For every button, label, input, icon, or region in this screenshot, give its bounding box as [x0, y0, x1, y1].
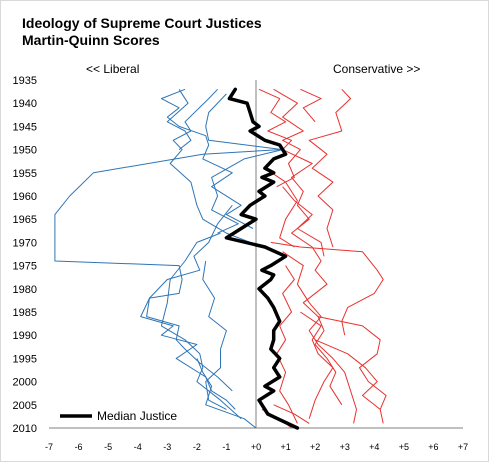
- legend-box: [54, 405, 194, 425]
- conservative-justice-line: [273, 404, 310, 424]
- y-tick-label: 1980: [13, 284, 37, 296]
- y-tick-label: 1995: [13, 353, 37, 365]
- y-tick-label: 1985: [13, 307, 37, 319]
- y-tick-label: 1950: [13, 145, 37, 157]
- y-tick-label: 1970: [13, 237, 37, 249]
- x-tick-label: +6: [428, 442, 438, 452]
- y-tick-label: 1990: [13, 330, 37, 342]
- y-tick-label: 2010: [13, 423, 37, 435]
- y-tick-label: 2000: [13, 377, 37, 389]
- y-tick-label: 1940: [13, 98, 37, 110]
- x-tick-label: -5: [104, 442, 112, 452]
- y-tick-label: 1945: [13, 121, 37, 133]
- x-tick-label: +7: [458, 442, 468, 452]
- legend-median-label: Median Justice: [97, 409, 177, 423]
- median-justice-line: [224, 87, 300, 430]
- x-tick-label: -3: [163, 442, 171, 452]
- x-tick-label: +4: [369, 442, 379, 452]
- conservative-justice-line: [282, 186, 325, 257]
- x-tick-label: -1: [222, 442, 230, 452]
- conservative-justice-line: [273, 88, 304, 188]
- conservative-justice-line: [264, 167, 298, 248]
- liberal-side-label: << Liberal: [86, 62, 140, 76]
- x-tick-label: +1: [280, 442, 290, 452]
- conservative-justice-line: [308, 88, 352, 248]
- conservative-justice-line: [300, 311, 334, 419]
- x-tick-label: +3: [340, 442, 350, 452]
- liberal-justice-line: [169, 88, 251, 243]
- conservative-justice-line: [314, 339, 381, 410]
- x-tick-label: -7: [45, 442, 53, 452]
- y-tick-label: 1955: [13, 168, 37, 180]
- x-tick-label: -6: [75, 442, 83, 452]
- chart-title: Ideology of Supreme Court Justices: [22, 15, 262, 31]
- conservative-side-label: Conservative >>: [333, 62, 421, 76]
- x-tick-label: +2: [310, 442, 320, 452]
- liberal-justice-line: [205, 93, 284, 234]
- conservative-justice-line: [258, 88, 292, 150]
- liberal-justice-line: [54, 149, 280, 392]
- conservative-justice-line: [270, 241, 384, 336]
- x-tick-label: +5: [399, 442, 409, 452]
- y-tick-label: 1935: [13, 75, 37, 87]
- liberal-justice-line: [196, 358, 257, 429]
- liberal-justice-line: [202, 260, 227, 410]
- conservative-justice-line: [282, 149, 343, 406]
- conservative-justice-line: [276, 265, 298, 424]
- chart-title-block: Ideology of Supreme Court Justices Marti…: [22, 15, 262, 49]
- conservative-justice-line: [317, 316, 387, 424]
- y-tick-label: 1975: [13, 261, 37, 273]
- liberal-justice-line: [140, 204, 236, 410]
- y-tick-label: 1965: [13, 214, 37, 226]
- x-tick-label: -2: [193, 442, 201, 452]
- chart-subtitle: Martin-Quinn Scores: [22, 32, 160, 48]
- y-tick-label: 2005: [13, 400, 37, 412]
- x-tick-label: +0: [251, 442, 261, 452]
- liberal-justice-line: [160, 232, 242, 420]
- x-tick-label: -4: [134, 442, 142, 452]
- liberal-justice-line: [160, 88, 254, 229]
- conservative-justice-line: [300, 88, 322, 123]
- y-tick-label: 1960: [13, 191, 37, 203]
- liberal-justice-line: [166, 89, 192, 150]
